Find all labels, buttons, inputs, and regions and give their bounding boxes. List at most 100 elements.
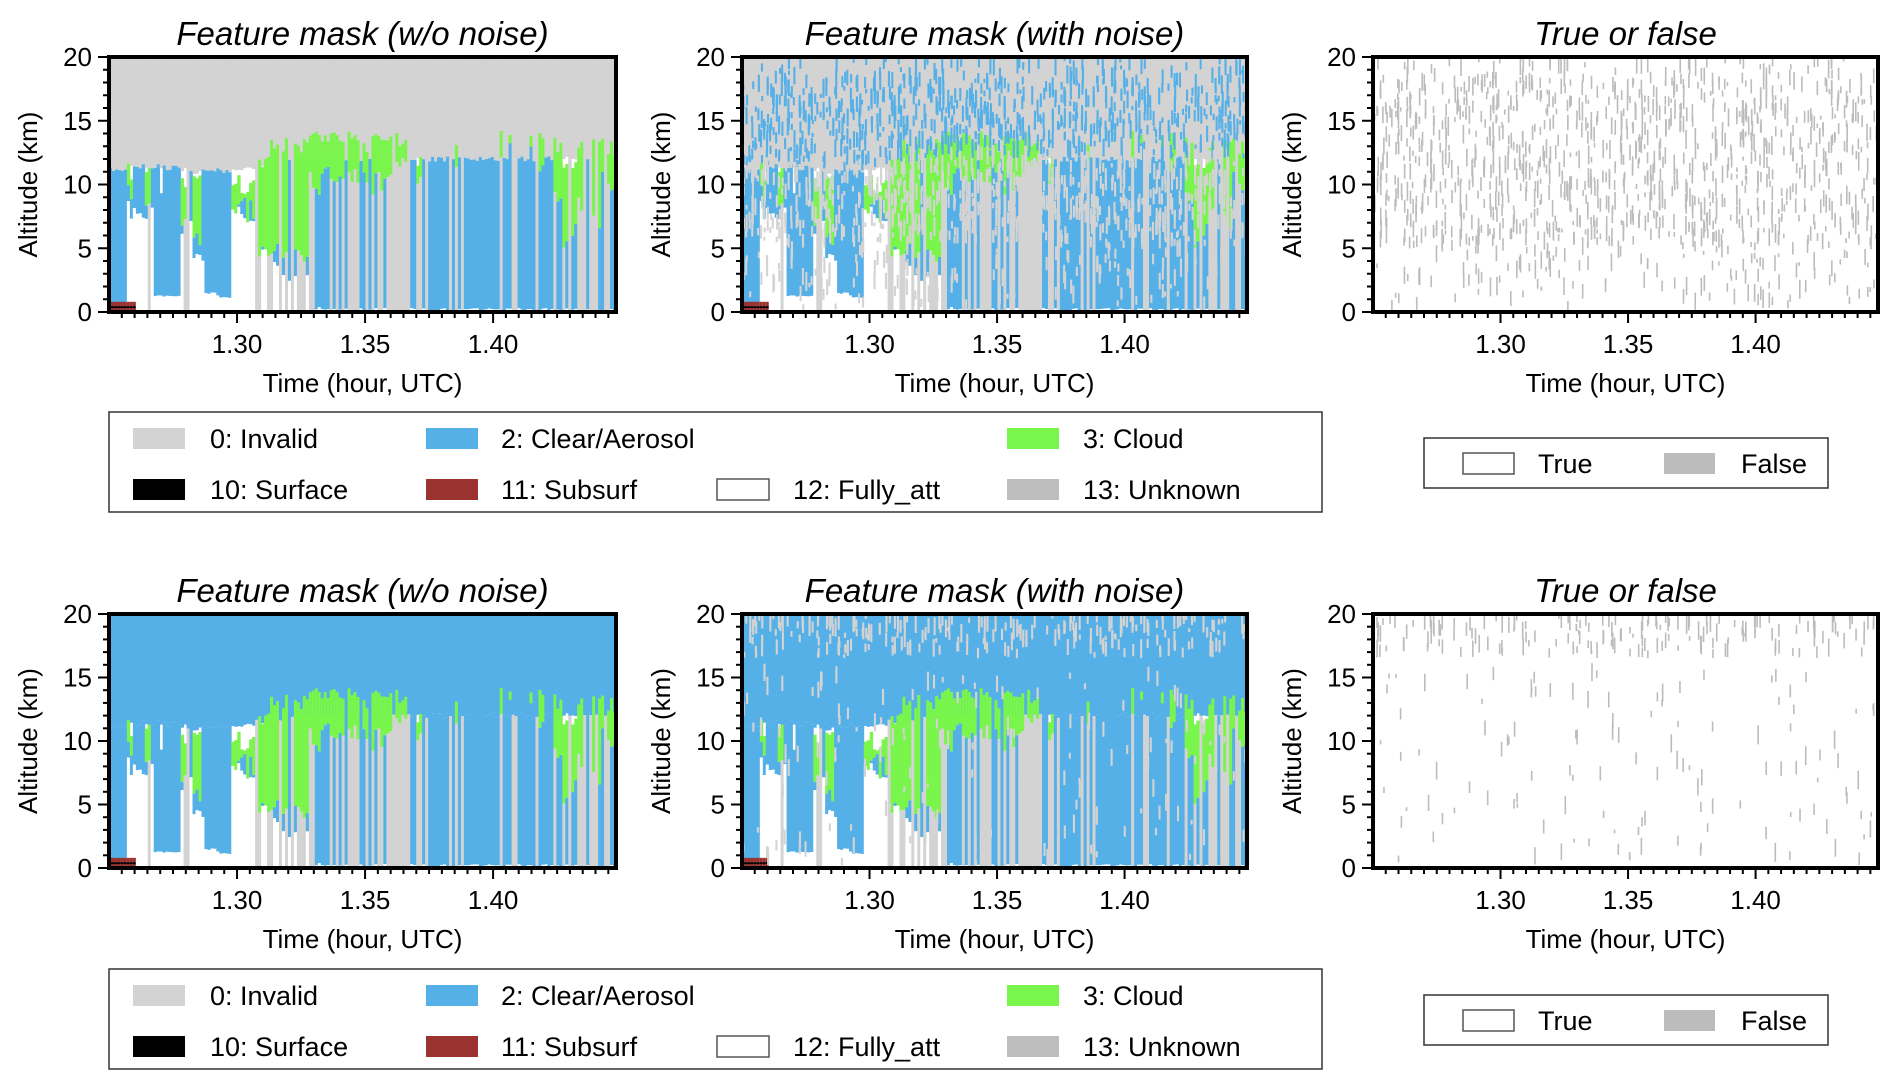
- false-mark: [1605, 172, 1607, 183]
- false-mark: [1741, 224, 1744, 232]
- mask-clear: [1205, 223, 1209, 309]
- false-mark: [1765, 87, 1768, 99]
- noise-clear-mark: [790, 112, 793, 119]
- false-mark: [1622, 108, 1625, 117]
- false-mark: [1525, 162, 1527, 180]
- mask-invalid: [1003, 194, 1007, 312]
- mask-fully-attenuated: [281, 831, 286, 868]
- noise-invalid-mark: [962, 156, 965, 166]
- noise-clear-mark: [1060, 94, 1063, 103]
- noise-clear-mark: [763, 121, 766, 134]
- noise-clear-mark: [1194, 144, 1197, 149]
- false-mark: [1499, 162, 1501, 179]
- false-mark: [1492, 207, 1494, 212]
- noise-invalid-mark: [967, 191, 970, 204]
- false-mark: [1714, 142, 1717, 161]
- mask-cloud: [946, 131, 951, 189]
- mask-clear: [350, 614, 354, 719]
- noise-invalid-mark: [873, 260, 876, 275]
- noise-invalid-mark: [1235, 149, 1238, 160]
- mask-invalid: [967, 181, 972, 312]
- noise-clear-mark: [879, 145, 882, 158]
- noise-clear-mark: [1171, 152, 1174, 157]
- false-mark: [1424, 225, 1427, 237]
- false-mark: [1727, 108, 1730, 127]
- mask-cloud: [273, 148, 277, 251]
- mask-invalid: [258, 57, 262, 165]
- false-mark: [1789, 186, 1792, 194]
- mask-cloud: [264, 158, 268, 250]
- mask-invalid: [454, 167, 459, 312]
- false-mark: [1691, 157, 1694, 173]
- noise-invalid-mark: [1027, 248, 1030, 263]
- mask-invalid: [577, 197, 581, 312]
- false-mark: [1866, 215, 1868, 231]
- false-mark: [1477, 73, 1479, 86]
- mask-clear: [747, 614, 752, 727]
- mask-cloud: [389, 693, 393, 732]
- mask-cloud: [240, 749, 244, 758]
- mask-clear: [562, 614, 566, 716]
- noise-clear-mark: [876, 124, 879, 141]
- noise-clear-mark: [1009, 124, 1012, 139]
- noise-clear-mark: [1072, 76, 1075, 85]
- noise-invalid-mark: [1078, 207, 1081, 221]
- mask-invalid: [571, 57, 575, 159]
- false-mark: [1548, 157, 1551, 176]
- mask-invalid: [792, 57, 796, 169]
- noise-clear-mark: [1073, 101, 1076, 112]
- mask-cloud: [553, 137, 557, 193]
- mask-clear: [529, 146, 533, 310]
- mask-cloud: [454, 144, 459, 167]
- false-mark: [1789, 69, 1791, 86]
- mask-clear: [837, 170, 841, 294]
- noise-invalid-mark: [751, 213, 754, 222]
- mask-invalid: [365, 182, 369, 312]
- mask-invalid: [866, 57, 871, 171]
- mask-cloud: [592, 696, 596, 773]
- noise-invalid-mark: [998, 161, 1001, 168]
- noise-clear-mark: [759, 129, 763, 148]
- false-mark: [1521, 69, 1524, 83]
- mask-clear: [153, 724, 158, 853]
- noise-invalid-mark: [855, 160, 858, 178]
- mask-cloud: [1003, 135, 1007, 195]
- noise-clear-mark: [835, 68, 838, 88]
- mask-fully-attenuated: [759, 201, 764, 312]
- mask-clear: [141, 164, 146, 218]
- noise-invalid-mark: [1111, 174, 1114, 184]
- y-tick-label: 20: [696, 42, 725, 72]
- false-mark: [1638, 214, 1640, 228]
- noise-invalid-mark: [1090, 208, 1093, 223]
- false-mark: [1790, 132, 1792, 147]
- mask-clear: [117, 170, 122, 306]
- false-mark: [1536, 278, 1539, 289]
- mask-invalid: [404, 718, 408, 868]
- false-mark: [1442, 234, 1445, 244]
- false-mark: [1682, 242, 1684, 250]
- noise-invalid-mark: [903, 254, 906, 270]
- mask-clear: [493, 614, 498, 717]
- noise-invalid-mark: [1162, 222, 1165, 232]
- noise-clear-mark: [1235, 57, 1238, 75]
- false-mark: [1605, 195, 1608, 206]
- false-mark: [1781, 198, 1783, 212]
- noise-clear-mark: [942, 68, 945, 87]
- noise-invalid-mark: [953, 227, 956, 236]
- false-mark: [1837, 67, 1840, 81]
- noise-clear-mark: [908, 154, 911, 163]
- mask-cloud: [237, 175, 241, 205]
- mask-invalid: [278, 720, 283, 868]
- mask-clear: [505, 614, 510, 716]
- false-mark: [1447, 163, 1450, 169]
- noise-invalid-mark: [1206, 276, 1209, 290]
- noise-invalid-mark: [879, 233, 882, 243]
- noise-clear-mark: [864, 138, 867, 151]
- mask-invalid: [917, 252, 921, 312]
- noise-clear-mark: [1197, 95, 1200, 111]
- noise-clear-mark: [873, 88, 876, 104]
- noise-invalid-mark: [956, 227, 959, 244]
- noise-invalid-mark: [1024, 226, 1027, 232]
- mask-cloud: [538, 689, 542, 728]
- mask-invalid: [377, 172, 381, 312]
